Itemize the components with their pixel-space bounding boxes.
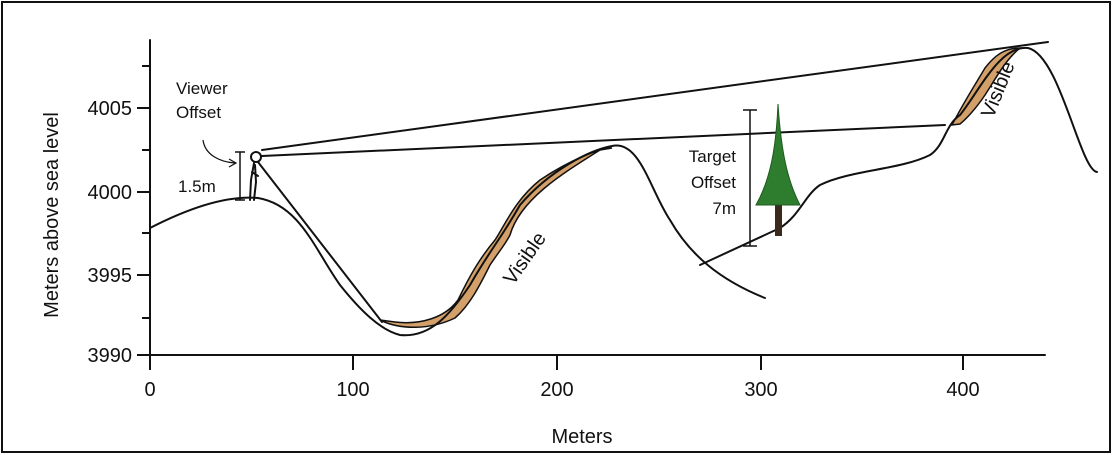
y-tick-label: 4000 [88,182,133,204]
y-axis-label: Meters above sea level [41,112,63,318]
terrain [149,144,766,337]
annotation: 1.5m [178,177,216,196]
y-tick-label: 4005 [88,98,133,120]
x-tick-label: 400 [946,379,979,401]
x-tick-label: 100 [336,379,369,401]
annotation: Offset [176,103,221,122]
axes [149,39,1046,357]
y-tick-label: 3995 [88,265,133,287]
y-tick-label: 3990 [88,345,133,367]
annotation: Offset [691,173,736,192]
sight-line [257,161,383,323]
x-tick-label: 200 [540,379,573,401]
annotation: Viewer [176,79,228,98]
x-tick-label: 0 [144,379,155,401]
visible-area [379,147,613,328]
viewer-figure [202,139,262,201]
terrain [699,46,1098,266]
annotation: Target [689,147,737,166]
x-axis-label: Meters [551,426,612,448]
sight-line [261,41,1049,151]
sight-line [261,124,946,157]
target-tree [743,103,801,247]
ticks: 0 100 200 300 400 4005 4000 3995 3990 [88,65,980,401]
annotation: 7m [712,199,736,218]
x-tick-label: 300 [744,379,777,401]
